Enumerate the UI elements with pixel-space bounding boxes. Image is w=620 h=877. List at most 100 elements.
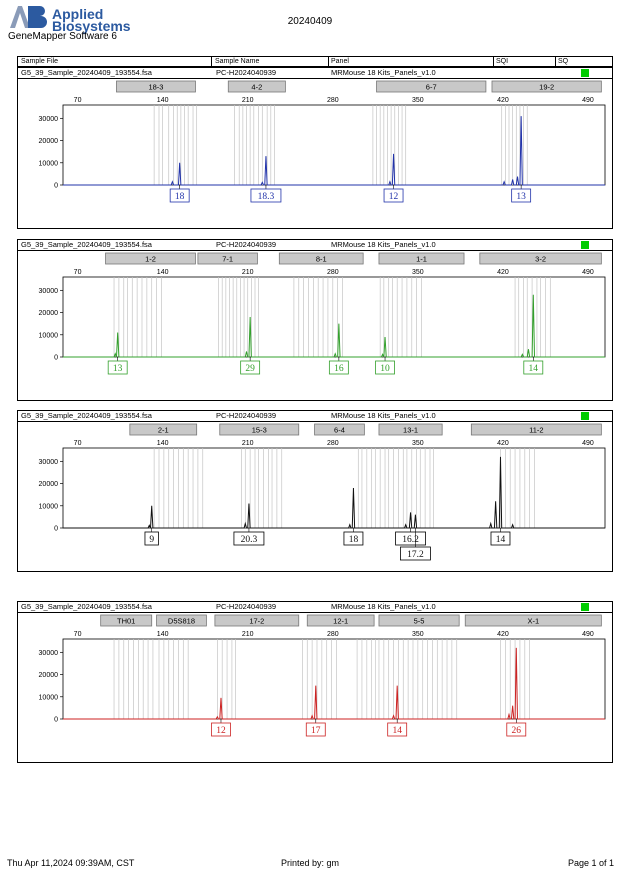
x-tick-70: 70 — [74, 269, 82, 276]
allele-label-13: 13 — [107, 357, 128, 375]
svg-text:26: 26 — [512, 726, 522, 736]
panel-sample-file: G5_39_Sample_20240409_193554.fsa — [21, 411, 152, 420]
x-tick-350: 350 — [412, 440, 424, 447]
electropherogram-plot: 1-2 7-1 8-1 1-1 3-2 70 140 210 280 350 420 490 0 1000… — [39, 252, 606, 375]
marker-19-2: 19-2 — [491, 80, 602, 93]
x-tick-490: 490 — [582, 631, 594, 638]
allele-label-10: 10 — [375, 357, 395, 375]
electropherogram-panel-2: G5_39_Sample_20240409_193554.fsa PC-H2024… — [17, 239, 613, 401]
marker-12-1: 12-1 — [306, 614, 375, 627]
panel-info-row: G5_39_Sample_20240409_193554.fsa PC-H2024… — [18, 240, 612, 251]
x-tick-490: 490 — [582, 440, 594, 447]
panel-info-row: G5_39_Sample_20240409_193554.fsa PC-H2024… — [18, 411, 612, 422]
svg-text:16.2: 16.2 — [402, 535, 419, 545]
marker-2-1: 2-1 — [129, 423, 198, 436]
marker-1-2: 1-2 — [105, 252, 196, 265]
panel-kit-name: MRMouse 18 Kits_Panels_v1.0 — [331, 68, 436, 77]
col-sq: SQ — [558, 58, 569, 65]
brand-line-1: Applied — [52, 6, 104, 22]
y-tick-10000: 10000 — [39, 160, 59, 167]
y-tick-10000: 10000 — [39, 694, 59, 701]
allele-label-16.2: 16.2 — [395, 528, 426, 546]
x-tick-70: 70 — [74, 631, 82, 638]
table-header: Sample File Sample Name Panel SQI SQ — [17, 56, 613, 67]
svg-text:15-3: 15-3 — [252, 426, 267, 435]
y-tick-20000: 20000 — [39, 138, 59, 145]
svg-text:12: 12 — [216, 726, 226, 736]
signal-trace — [63, 647, 605, 720]
x-tick-280: 280 — [327, 269, 339, 276]
x-tick-490: 490 — [582, 97, 594, 104]
svg-text:14: 14 — [392, 726, 402, 736]
svg-text:1-2: 1-2 — [145, 255, 156, 264]
svg-text:13: 13 — [516, 192, 526, 202]
svg-text:13: 13 — [113, 364, 123, 374]
electropherogram-panel-3: G5_39_Sample_20240409_193554.fsa PC-H2024… — [17, 410, 613, 572]
allele-label-14: 14 — [523, 357, 544, 375]
svg-text:6-7: 6-7 — [426, 83, 437, 92]
x-tick-420: 420 — [497, 269, 509, 276]
marker-TH01: TH01 — [100, 614, 153, 627]
y-tick-20000: 20000 — [39, 310, 59, 317]
y-tick-10000: 10000 — [39, 503, 59, 510]
panel-sample-name: PC-H2024040939 — [216, 240, 277, 249]
panel-sample-file: G5_39_Sample_20240409_193554.fsa — [21, 240, 152, 249]
footer-page: Page 1 of 1 — [567, 858, 614, 868]
sq-indicator — [581, 69, 589, 77]
allele-label-14: 14 — [490, 528, 511, 546]
svg-text:8-1: 8-1 — [316, 255, 327, 264]
brand-line-2: Biosystems — [52, 18, 131, 34]
allele-label-13: 13 — [511, 185, 532, 203]
allele-label-12: 12 — [211, 719, 231, 737]
x-tick-420: 420 — [497, 631, 509, 638]
electropherogram-panel-4: G5_39_Sample_20240409_193554.fsa PC-H2024… — [17, 601, 613, 763]
x-tick-210: 210 — [242, 97, 254, 104]
plot-frame — [62, 638, 606, 720]
svg-text:5-5: 5-5 — [414, 617, 425, 626]
marker-5-5: 5-5 — [378, 614, 460, 627]
svg-text:6-4: 6-4 — [334, 426, 345, 435]
plot-frame — [62, 447, 606, 529]
marker-4-2: 4-2 — [227, 80, 286, 93]
x-tick-420: 420 — [497, 97, 509, 104]
allele-label-17: 17 — [305, 719, 326, 737]
svg-text:17: 17 — [311, 726, 321, 736]
panel-sample-name: PC-H2024040939 — [216, 411, 277, 420]
electropherogram-plot: 18-3 4-2 6-7 19-2 70 140 210 280 350 420 490 0 10000… — [39, 80, 606, 203]
x-tick-420: 420 — [497, 440, 509, 447]
sq-indicator — [581, 241, 589, 249]
panel-sample-file: G5_39_Sample_20240409_193554.fsa — [21, 602, 152, 611]
y-tick-10000: 10000 — [39, 332, 59, 339]
electropherogram-plot: TH01 D5S818 17-2 12-1 5-5 X-170 140 210 280 350 42… — [39, 614, 606, 737]
x-tick-210: 210 — [242, 440, 254, 447]
svg-text:20.3: 20.3 — [241, 535, 258, 545]
allele-label-17.2: 17.2 — [400, 528, 431, 561]
svg-text:17.2: 17.2 — [407, 550, 424, 560]
svg-text:18.3: 18.3 — [258, 192, 275, 202]
report-date: 20240409 — [287, 16, 333, 27]
allele-label-29: 29 — [240, 357, 261, 375]
x-tick-140: 140 — [157, 631, 169, 638]
x-tick-140: 140 — [157, 97, 169, 104]
panel-kit-name: MRMouse 18 Kits_Panels_v1.0 — [331, 411, 436, 420]
x-tick-350: 350 — [412, 631, 424, 638]
marker-X-1: X-1 — [464, 614, 602, 627]
svg-text:7-1: 7-1 — [222, 255, 233, 264]
signal-trace — [63, 456, 605, 529]
y-tick-20000: 20000 — [39, 481, 59, 488]
allele-label-16: 16 — [328, 357, 349, 375]
svg-text:12: 12 — [389, 192, 399, 202]
panel-info-row: G5_39_Sample_20240409_193554.fsa PC-H2024… — [18, 602, 612, 613]
x-tick-70: 70 — [74, 97, 82, 104]
svg-text:D5S818: D5S818 — [168, 617, 195, 626]
x-tick-280: 280 — [327, 440, 339, 447]
panel-info-row: G5_39_Sample_20240409_193554.fsa PC-H2024… — [18, 68, 612, 79]
marker-11-2: 11-2 — [470, 423, 602, 436]
ab-logo-icon — [10, 6, 47, 28]
x-tick-70: 70 — [74, 440, 82, 447]
svg-text:19-2: 19-2 — [539, 83, 554, 92]
y-tick-30000: 30000 — [39, 650, 59, 657]
marker-8-1: 8-1 — [278, 252, 364, 265]
panel-sample-file: G5_39_Sample_20240409_193554.fsa — [21, 68, 152, 77]
allele-label-20.3: 20.3 — [233, 528, 265, 546]
